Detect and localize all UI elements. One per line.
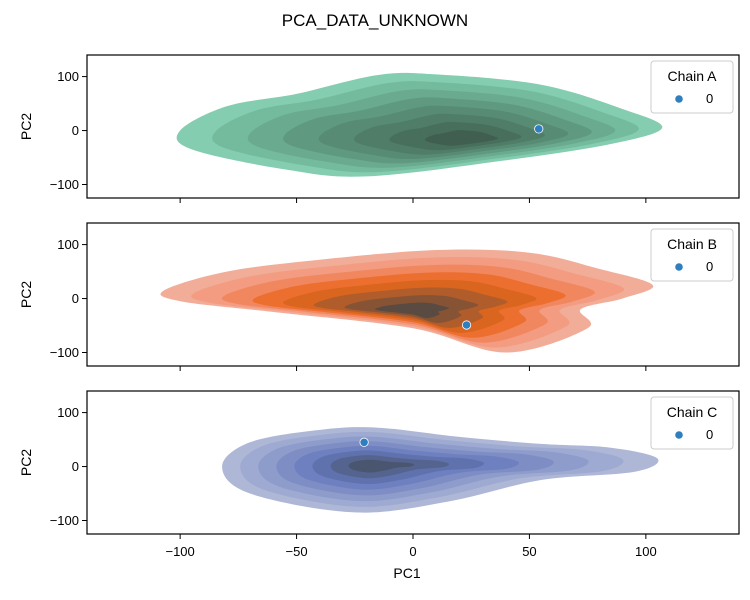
x-axis-label: PC1 bbox=[393, 565, 420, 581]
y-axis-label: PC2 bbox=[18, 449, 34, 476]
y-tick-label: 100 bbox=[57, 69, 79, 84]
legend-title: Chain B bbox=[667, 236, 717, 252]
legend-marker bbox=[674, 94, 684, 104]
y-tick-label: 0 bbox=[72, 123, 79, 138]
panel-1: 100 0 −100 PC2 Chain A 0 bbox=[18, 54, 740, 203]
scatter-point bbox=[534, 124, 544, 134]
y-tick-label: 0 bbox=[72, 459, 79, 474]
scatter-point bbox=[359, 437, 369, 447]
legend-title: Chain C bbox=[667, 404, 718, 420]
legend-label: 0 bbox=[706, 427, 713, 442]
y-tick-label: 100 bbox=[57, 237, 79, 252]
y-tick-label: −100 bbox=[50, 513, 79, 528]
legend: Chain B 0 bbox=[650, 228, 734, 282]
y-tick-label: −100 bbox=[50, 345, 79, 360]
panel-3: 100 0 −100 PC2 −100 −50 0 50 100 Chain C 0 bbox=[18, 390, 740, 559]
x-tick-label: 100 bbox=[635, 544, 657, 559]
y-tick-label: 0 bbox=[72, 291, 79, 306]
x-tick-label: −100 bbox=[165, 544, 194, 559]
x-tick-label: −50 bbox=[286, 544, 308, 559]
scatter-point bbox=[461, 320, 472, 330]
legend-box bbox=[650, 228, 734, 282]
y-axis-label: PC2 bbox=[18, 113, 34, 140]
legend-box bbox=[650, 396, 734, 450]
y-tick-label: 100 bbox=[57, 405, 79, 420]
legend: Chain C 0 bbox=[650, 396, 734, 450]
density-contour-level-8 bbox=[348, 459, 415, 473]
x-tick-label: 0 bbox=[409, 544, 416, 559]
y-tick-label: −100 bbox=[50, 177, 79, 192]
panel-2: 100 0 −100 PC2 Chain B 0 bbox=[18, 222, 740, 371]
legend-title: Chain A bbox=[667, 68, 717, 84]
legend-box bbox=[650, 60, 734, 114]
x-tick-label: 50 bbox=[522, 544, 536, 559]
legend-marker bbox=[674, 430, 684, 440]
density-contour-level-8 bbox=[425, 130, 498, 146]
density-contour-level-8 bbox=[375, 302, 450, 319]
legend-label: 0 bbox=[706, 91, 713, 106]
y-axis-label: PC2 bbox=[18, 281, 34, 308]
legend: Chain A 0 bbox=[650, 60, 734, 114]
legend-marker bbox=[674, 262, 684, 272]
legend-label: 0 bbox=[706, 259, 713, 274]
chart-title: PCA_DATA_UNKNOWN bbox=[282, 11, 468, 30]
